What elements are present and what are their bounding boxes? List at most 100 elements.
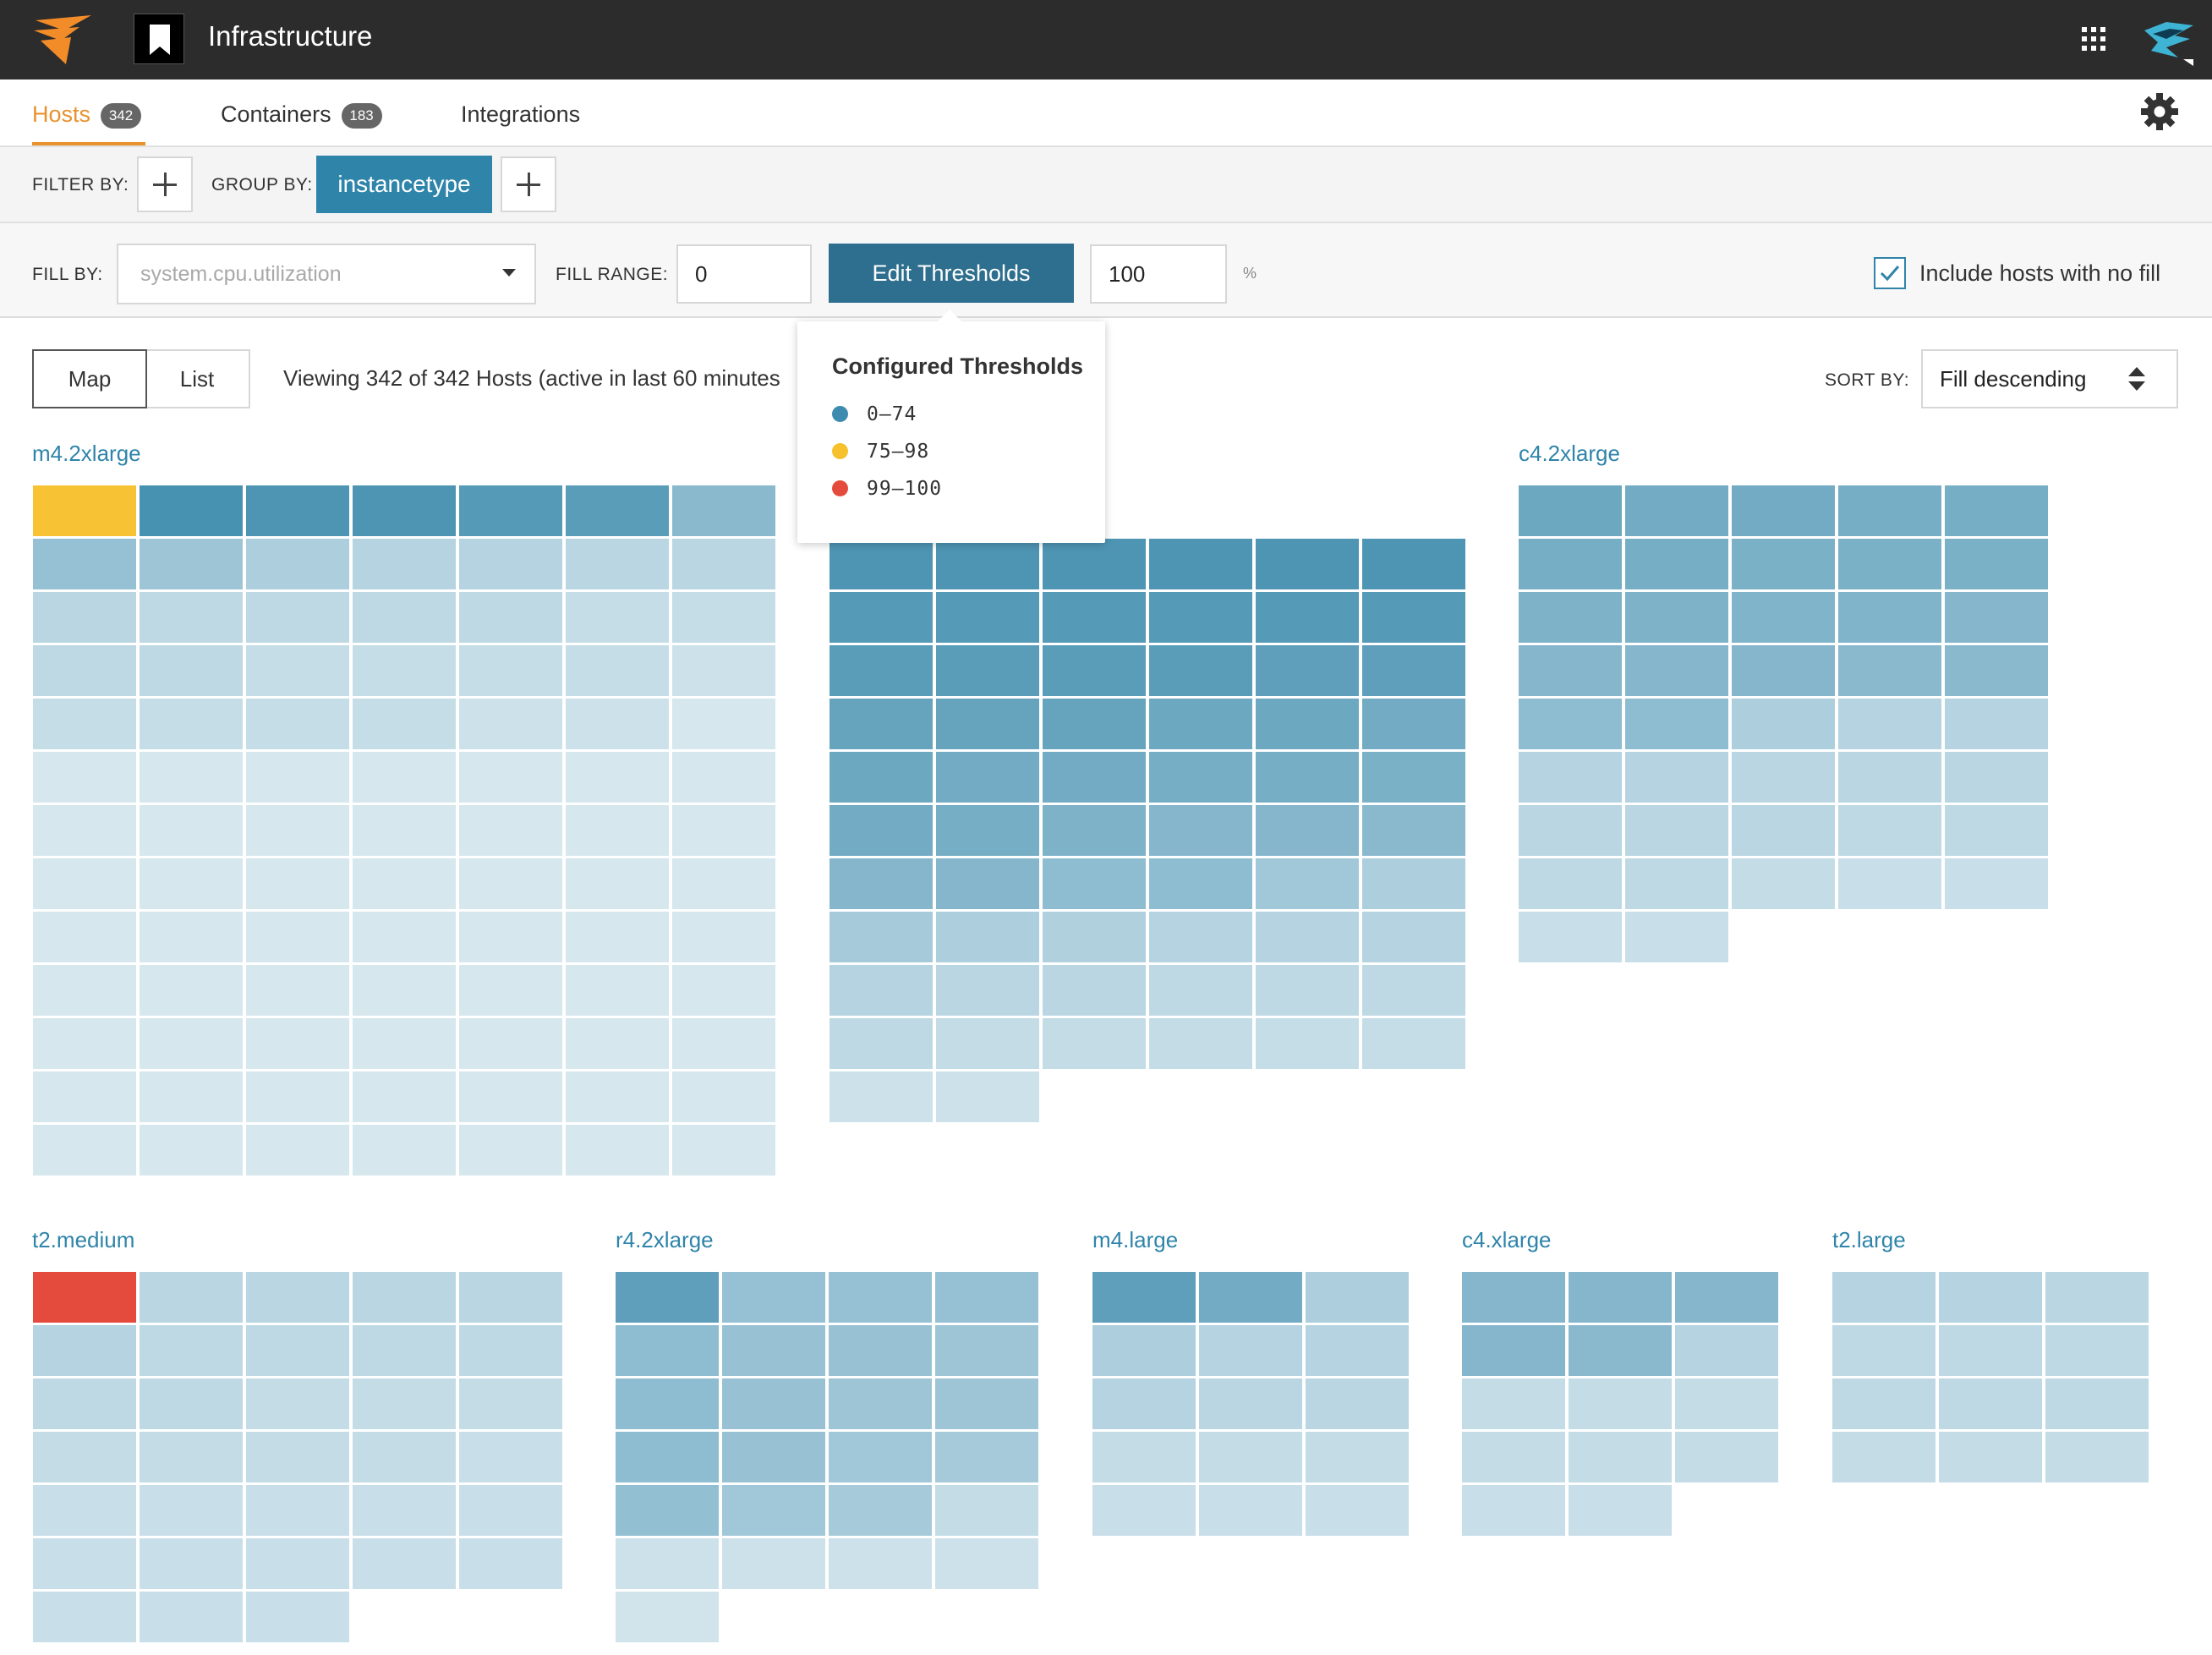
- host-tile[interactable]: [1569, 1325, 1672, 1376]
- host-tile[interactable]: [616, 1485, 719, 1536]
- host-tile[interactable]: [1625, 752, 1728, 803]
- host-tile[interactable]: [1732, 752, 1835, 803]
- host-tile[interactable]: [2045, 1272, 2149, 1323]
- host-tile[interactable]: [566, 699, 669, 749]
- host-tile[interactable]: [1256, 1018, 1359, 1069]
- host-tile[interactable]: [1945, 645, 2048, 696]
- host-tile[interactable]: [1945, 752, 2048, 803]
- host-tile[interactable]: [1838, 592, 1941, 643]
- host-tile[interactable]: [935, 1538, 1038, 1589]
- host-tile[interactable]: [1838, 485, 1941, 536]
- host-tile[interactable]: [33, 752, 136, 803]
- host-tile[interactable]: [1362, 539, 1465, 589]
- host-tile[interactable]: [566, 1071, 669, 1122]
- host-tile[interactable]: [672, 699, 775, 749]
- host-tile[interactable]: [353, 1485, 456, 1536]
- host-tile[interactable]: [1625, 645, 1728, 696]
- host-tile[interactable]: [1256, 699, 1359, 749]
- host-tile[interactable]: [1362, 592, 1465, 643]
- host-tile[interactable]: [353, 1018, 456, 1069]
- host-tile[interactable]: [459, 1485, 562, 1536]
- user-avatar-icon[interactable]: [2141, 14, 2197, 68]
- host-tile[interactable]: [1306, 1325, 1409, 1376]
- host-tile[interactable]: [140, 699, 243, 749]
- host-tile[interactable]: [829, 1485, 932, 1536]
- host-tile[interactable]: [1306, 1272, 1409, 1323]
- host-tile[interactable]: [1043, 645, 1146, 696]
- include-no-fill-checkbox[interactable]: [1874, 257, 1906, 289]
- host-tile[interactable]: [459, 539, 562, 589]
- host-tile[interactable]: [1569, 1272, 1672, 1323]
- host-tile[interactable]: [140, 645, 243, 696]
- host-tile[interactable]: [246, 1538, 349, 1589]
- host-tile[interactable]: [1149, 965, 1252, 1016]
- host-tile[interactable]: [33, 1272, 136, 1323]
- tab-integrations[interactable]: Integrations: [461, 101, 580, 128]
- host-tile[interactable]: [140, 1018, 243, 1069]
- host-tile[interactable]: [1838, 539, 1941, 589]
- host-tile[interactable]: [936, 752, 1039, 803]
- host-tile[interactable]: [1838, 699, 1941, 749]
- host-tile[interactable]: [2045, 1378, 2149, 1429]
- host-tile[interactable]: [616, 1432, 719, 1482]
- host-tile[interactable]: [459, 858, 562, 909]
- host-tile[interactable]: [140, 1272, 243, 1323]
- host-tile[interactable]: [1732, 645, 1835, 696]
- host-tile[interactable]: [459, 912, 562, 962]
- fill-range-max-input[interactable]: 100: [1090, 244, 1227, 304]
- host-tile[interactable]: [1256, 912, 1359, 962]
- host-tile[interactable]: [1838, 858, 1941, 909]
- host-tile[interactable]: [1306, 1432, 1409, 1482]
- host-tile[interactable]: [246, 965, 349, 1016]
- host-tile[interactable]: [1362, 805, 1465, 856]
- host-tile[interactable]: [936, 699, 1039, 749]
- host-tile[interactable]: [140, 1125, 243, 1175]
- host-tile[interactable]: [1945, 485, 2048, 536]
- host-tile[interactable]: [1569, 1485, 1672, 1536]
- host-tile[interactable]: [1519, 699, 1622, 749]
- host-tile[interactable]: [140, 1485, 243, 1536]
- host-tile[interactable]: [1519, 592, 1622, 643]
- host-tile[interactable]: [1362, 645, 1465, 696]
- host-tile[interactable]: [33, 485, 136, 536]
- host-tile[interactable]: [353, 1538, 456, 1589]
- host-tile[interactable]: [672, 539, 775, 589]
- host-tile[interactable]: [33, 1432, 136, 1482]
- host-tile[interactable]: [1832, 1272, 1936, 1323]
- host-tile[interactable]: [140, 1592, 243, 1642]
- host-tile[interactable]: [566, 485, 669, 536]
- host-tile[interactable]: [2045, 1432, 2149, 1482]
- host-tile[interactable]: [1838, 805, 1941, 856]
- host-tile[interactable]: [140, 592, 243, 643]
- host-tile[interactable]: [1362, 912, 1465, 962]
- host-tile[interactable]: [722, 1378, 825, 1429]
- host-tile[interactable]: [830, 1018, 933, 1069]
- host-tile[interactable]: [1306, 1378, 1409, 1429]
- chevron-down-icon[interactable]: [502, 269, 516, 277]
- host-tile[interactable]: [1625, 858, 1728, 909]
- host-tile[interactable]: [1362, 1018, 1465, 1069]
- host-tile[interactable]: [1675, 1378, 1778, 1429]
- host-tile[interactable]: [1092, 1378, 1196, 1429]
- host-tile[interactable]: [246, 539, 349, 589]
- tab-containers[interactable]: Containers 183: [221, 101, 382, 129]
- host-tile[interactable]: [830, 965, 933, 1016]
- host-tile[interactable]: [1838, 752, 1941, 803]
- host-tile[interactable]: [140, 752, 243, 803]
- group-by-tag[interactable]: instancetype: [316, 156, 492, 213]
- host-tile[interactable]: [566, 965, 669, 1016]
- host-tile[interactable]: [353, 1378, 456, 1429]
- host-tile[interactable]: [1832, 1378, 1936, 1429]
- host-tile[interactable]: [566, 539, 669, 589]
- fill-range-min-input[interactable]: 0: [676, 244, 812, 304]
- host-tile[interactable]: [2045, 1325, 2149, 1376]
- host-tile[interactable]: [1199, 1272, 1302, 1323]
- host-tile[interactable]: [1306, 1485, 1409, 1536]
- host-tile[interactable]: [1732, 699, 1835, 749]
- host-tile[interactable]: [566, 1125, 669, 1175]
- host-tile[interactable]: [33, 699, 136, 749]
- host-tile[interactable]: [1519, 752, 1622, 803]
- host-tile[interactable]: [246, 1325, 349, 1376]
- host-tile[interactable]: [1732, 539, 1835, 589]
- host-tile[interactable]: [140, 1378, 243, 1429]
